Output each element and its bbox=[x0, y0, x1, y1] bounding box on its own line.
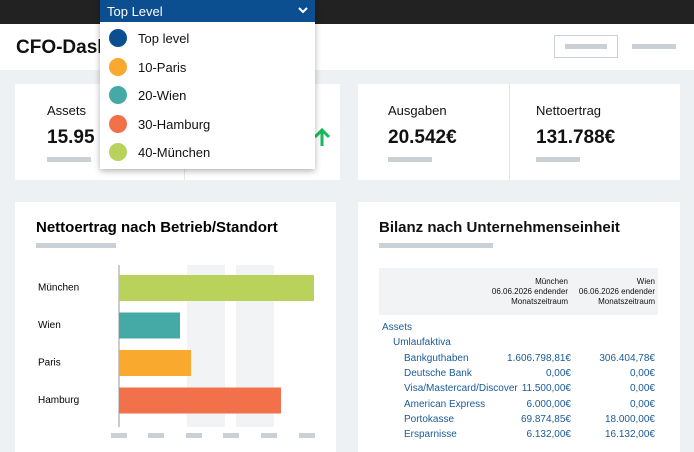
table-panel: Bilanz nach Unternehmenseinheit München 0… bbox=[358, 202, 680, 452]
cell-value: 69.874,85€ bbox=[520, 413, 571, 425]
dropdown-selected: Top Level bbox=[107, 4, 163, 19]
option-dot bbox=[109, 114, 127, 133]
placeholder bbox=[36, 243, 116, 248]
option-label: 30-Hamburg bbox=[138, 116, 211, 132]
category-label: Wien bbox=[38, 320, 61, 331]
option-label: 40-München bbox=[138, 145, 211, 160]
row-label: Visa/Mastercard/Discover bbox=[404, 383, 518, 395]
placeholder bbox=[388, 157, 432, 162]
kpi-value: 15.95 bbox=[47, 127, 95, 148]
dropdown-option[interactable]: 30-Hamburg bbox=[100, 111, 315, 137]
option-dot bbox=[109, 29, 127, 47]
dropdown[interactable]: Top Level Top level 10-Paris 20-Wien 30-Ham… bbox=[100, 0, 315, 169]
row-label: Portokasse bbox=[404, 413, 455, 425]
option-label: 10-Paris bbox=[138, 59, 187, 75]
column-header: München bbox=[535, 277, 568, 286]
placeholder bbox=[148, 433, 164, 438]
cell-value: 0,00€ bbox=[629, 398, 655, 410]
dropdown-option[interactable]: 40-München bbox=[100, 139, 315, 165]
placeholder bbox=[536, 157, 580, 162]
dropdown-option[interactable]: 10-Paris bbox=[100, 54, 315, 80]
category-label: Paris bbox=[38, 358, 61, 369]
bar-chart: Nettoertrag nach Betrieb/Standort München… bbox=[36, 219, 315, 438]
button[interactable] bbox=[554, 35, 618, 58]
dropdown-header[interactable]: Top Level bbox=[100, 0, 315, 22]
cell-value: 1.606.798,81€ bbox=[507, 352, 571, 364]
dropdown-option[interactable]: 20-Wien bbox=[100, 82, 315, 108]
option-dot bbox=[109, 86, 127, 104]
bar bbox=[119, 387, 281, 414]
placeholder bbox=[299, 433, 315, 438]
option-dot bbox=[109, 143, 127, 161]
bar bbox=[119, 275, 314, 301]
kpi-label: Ausgaben bbox=[388, 103, 447, 118]
chart-title: Nettoertrag nach Betrieb/Standort bbox=[36, 219, 278, 236]
cell-value: 306.404,78€ bbox=[599, 352, 655, 364]
placeholder bbox=[47, 157, 91, 162]
cell-value: 6.132,00€ bbox=[526, 429, 572, 441]
table-title: Bilanz nach Unternehmenseinheit bbox=[379, 219, 620, 236]
category-label: München bbox=[38, 283, 79, 294]
kpi-label: Nettoertrag bbox=[536, 103, 602, 118]
chart-panel: Nettoertrag nach Betrieb/Standort München… bbox=[15, 202, 336, 452]
cell-value: 0,00€ bbox=[545, 367, 571, 379]
table-header: München 06.06.2026 endender Monatszeitraum… bbox=[379, 268, 658, 315]
bar bbox=[119, 350, 191, 376]
row-label: Assets bbox=[382, 322, 413, 333]
placeholder bbox=[261, 433, 277, 438]
trend-arrow bbox=[313, 128, 331, 146]
placeholder bbox=[632, 44, 676, 49]
column-header: Monatszeitraum bbox=[598, 297, 655, 306]
row-label: Ersparnisse bbox=[404, 429, 457, 441]
option-label: 20-Wien bbox=[138, 88, 187, 103]
row-label: Umlaufaktiva bbox=[393, 337, 451, 349]
option-label: Top level bbox=[138, 31, 190, 46]
column-header: 06.06.2026 endender bbox=[578, 287, 655, 296]
cell-value: 6.000,00€ bbox=[526, 398, 572, 410]
kpi-value: 20.542€ bbox=[388, 127, 457, 148]
column-header: 06.06.2026 endender bbox=[491, 287, 568, 296]
dropdown-option[interactable]: Top level bbox=[100, 25, 315, 51]
placeholder bbox=[223, 433, 239, 438]
kpi-label: Assets bbox=[47, 103, 87, 118]
column-header: Wien bbox=[636, 277, 655, 286]
category-label: Hamburg bbox=[38, 395, 79, 406]
cell-value: 0,00€ bbox=[629, 367, 655, 379]
kpi-value: 131.788€ bbox=[536, 127, 616, 148]
option-dot bbox=[109, 57, 127, 76]
cell-value: 0,00€ bbox=[629, 383, 655, 395]
bar bbox=[119, 312, 180, 339]
cell-value: 18.000,00€ bbox=[604, 413, 655, 425]
row-label: Bankguthaben bbox=[404, 352, 469, 364]
row-label: American Express bbox=[404, 398, 486, 410]
placeholder bbox=[186, 433, 202, 438]
placeholder bbox=[111, 433, 127, 438]
cell-value: 11.500,00€ bbox=[521, 383, 571, 395]
column-header: Monatszeitraum bbox=[511, 297, 568, 306]
cell-value: 16.132,00€ bbox=[604, 429, 655, 441]
row-label: Deutsche Bank bbox=[404, 367, 472, 379]
